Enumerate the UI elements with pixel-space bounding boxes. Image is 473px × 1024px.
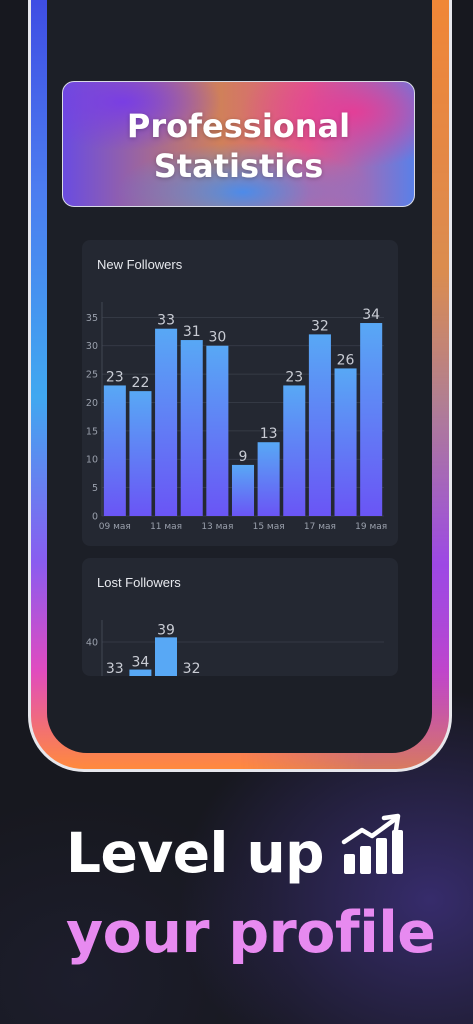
bar[interactable] xyxy=(308,334,331,516)
bar-value-label: 33 xyxy=(106,661,124,676)
bar-value-label: 34 xyxy=(131,655,149,671)
bar-value-label: 32 xyxy=(183,661,201,676)
bar[interactable] xyxy=(206,345,229,516)
y-tick-label: 0 xyxy=(92,512,98,523)
bar[interactable] xyxy=(129,391,152,516)
bar[interactable] xyxy=(360,323,383,516)
bar[interactable] xyxy=(257,442,280,516)
bar-value-label: 31 xyxy=(183,324,201,340)
x-tick-label: 11 мая xyxy=(150,522,182,532)
banner-title-line1: Professional xyxy=(126,107,351,145)
lost-followers-title: Lost Followers xyxy=(97,575,181,590)
bar-value-label: 33 xyxy=(157,313,175,329)
x-tick-label: 19 мая xyxy=(355,522,387,532)
bar[interactable] xyxy=(103,385,126,516)
bar-value-label: 34 xyxy=(362,307,380,323)
headline-line1: Level up xyxy=(66,821,325,885)
banner-title: Professional Statistics xyxy=(63,106,414,186)
bar-value-label: 26 xyxy=(337,352,355,368)
x-tick-label: 09 мая xyxy=(99,522,131,532)
y-tick-label: 40 xyxy=(86,638,98,649)
lost-followers-chart: 40 33 34 39 32 xyxy=(86,620,384,676)
bar[interactable] xyxy=(129,669,152,676)
bar[interactable] xyxy=(180,340,203,516)
y-tick-label: 20 xyxy=(86,398,98,409)
y-tick-label: 5 xyxy=(92,483,98,494)
bar[interactable] xyxy=(283,385,306,516)
x-tick-label: 13 мая xyxy=(201,522,233,532)
bar[interactable] xyxy=(231,464,255,516)
headline-line2: your profile xyxy=(66,900,436,966)
bar-value-label: 32 xyxy=(311,318,329,334)
bar-value-label: 9 xyxy=(239,449,248,465)
new-followers-card[interactable]: New Followers 0 5 10 15 20 25 30 35 23 22 33 31 30 9 1… xyxy=(82,240,398,546)
lost-followers-card[interactable]: Lost Followers 40 33 34 39 32 xyxy=(82,558,398,676)
y-tick-label: 30 xyxy=(86,341,98,352)
growth-chart-icon xyxy=(341,813,403,874)
x-tick-label: 15 мая xyxy=(253,522,285,532)
y-tick-label: 15 xyxy=(86,426,98,437)
new-followers-title: New Followers xyxy=(97,257,183,272)
bar-value-label: 22 xyxy=(132,375,150,391)
bar-value-label: 39 xyxy=(157,622,175,638)
y-tick-label: 35 xyxy=(86,313,98,324)
y-tick-label: 25 xyxy=(86,370,98,381)
bar-value-label: 13 xyxy=(260,426,278,442)
statistics-banner: Professional Statistics xyxy=(62,81,415,207)
x-tick-label: 17 мая xyxy=(304,522,336,532)
bar[interactable] xyxy=(334,368,357,516)
bar[interactable] xyxy=(155,637,177,676)
bar-value-label: 23 xyxy=(285,369,303,385)
bar-value-label: 23 xyxy=(106,369,124,385)
banner-title-line2: Statistics xyxy=(153,147,324,185)
bar[interactable] xyxy=(155,328,178,516)
bar-value-label: 30 xyxy=(208,330,226,346)
new-followers-chart: 0 5 10 15 20 25 30 35 23 22 33 31 30 9 13 23 32 26 34 09 ма… xyxy=(86,302,387,532)
y-tick-label: 10 xyxy=(86,455,98,466)
